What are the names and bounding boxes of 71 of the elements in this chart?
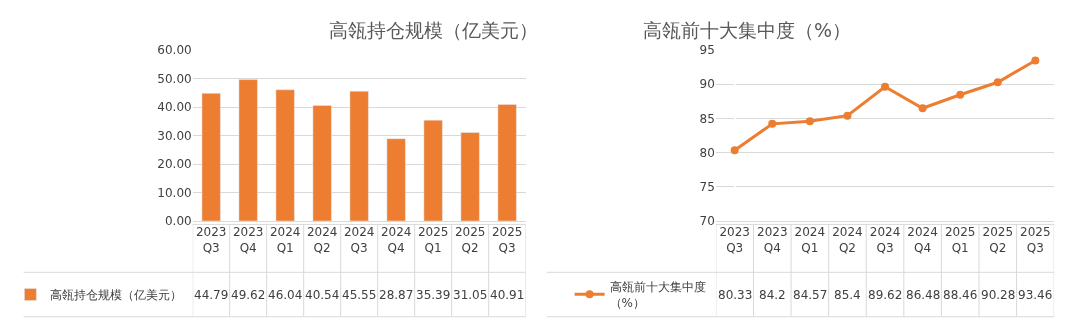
- data-label: 40.91: [490, 288, 525, 302]
- x-tick-label: 2025 Q3: [1020, 225, 1051, 255]
- point: [730, 146, 739, 155]
- x-tick-label: 2024 Q2: [832, 225, 863, 255]
- point: [805, 117, 814, 126]
- data-label: 49.62: [231, 288, 266, 302]
- chart-title: 高瓴持仓规模（亿美元）: [329, 19, 538, 41]
- bar: [238, 79, 258, 221]
- data-label: 84.57: [793, 288, 828, 302]
- y-tick-label: 0.00: [164, 214, 192, 229]
- x-tick-label: 2023 Q4: [757, 225, 788, 255]
- bar: [386, 138, 406, 221]
- data-label: 44.79: [194, 288, 229, 302]
- bar: [275, 89, 295, 221]
- data-label: 40.54: [305, 288, 340, 302]
- y-tick-label: 80: [699, 145, 715, 160]
- data-label: 85.4: [834, 288, 861, 302]
- legend-label: 高瓴前十大集中度（%）: [609, 280, 706, 310]
- data-label: 89.62: [868, 288, 903, 302]
- y-tick-label: 50.00: [157, 71, 192, 86]
- data-label: 84.2: [759, 288, 786, 302]
- y-tick-label: 40.00: [157, 100, 192, 115]
- bar: [349, 90, 369, 221]
- data-label: 80.33: [718, 288, 753, 302]
- x-tick-label: 2023 Q3: [195, 225, 227, 255]
- point: [956, 90, 965, 99]
- bar: [460, 132, 480, 221]
- x-tick-label: 2023 Q4: [232, 225, 264, 255]
- x-tick-label: 2025 Q3: [491, 225, 523, 255]
- x-tick-label: 2025 Q2: [454, 225, 486, 255]
- x-tick-label: 2025 Q2: [982, 225, 1014, 255]
- data-label: 93.46: [1018, 288, 1053, 302]
- data-label: 28.87: [379, 288, 414, 302]
- data-label: 46.04: [268, 288, 303, 302]
- x-tick-label: 2024 Q3: [869, 225, 901, 255]
- x-tick-label: 2024 Q4: [380, 225, 412, 255]
- y-tick-label: 90: [699, 77, 715, 92]
- point: [1031, 56, 1040, 65]
- data-label: 88.46: [943, 288, 978, 302]
- x-tick-label: 2024 Q1: [794, 225, 826, 255]
- y-tick-label: 20.00: [157, 157, 192, 172]
- y-tick-label: 30.00: [157, 128, 192, 143]
- data-label: 90.28: [981, 288, 1016, 302]
- y-tick-label: 10.00: [157, 185, 192, 200]
- chart-title: 高瓴前十大集中度（%）: [643, 19, 852, 41]
- point: [993, 78, 1002, 87]
- y-tick-label: 75: [699, 180, 715, 194]
- bar: [423, 119, 443, 221]
- point: [843, 111, 852, 120]
- y-tick-label: 60.00: [157, 43, 192, 58]
- legend-label: 高瓴持仓规模（亿美元）: [50, 288, 183, 303]
- bar: [497, 104, 517, 221]
- x-tick-label: 2024 Q1: [269, 225, 301, 255]
- data-label: 35.39: [416, 288, 451, 302]
- y-tick-label: 95: [699, 43, 715, 58]
- x-tick-label: 2025 Q1: [417, 225, 449, 255]
- x-tick-label: 2024 Q2: [306, 225, 338, 255]
- y-tick-label: 85: [699, 111, 715, 126]
- y-tick-label: 70: [699, 214, 715, 229]
- data-label: 45.55: [342, 288, 377, 302]
- point: [768, 119, 777, 128]
- x-tick-label: 2023 Q3: [719, 225, 750, 255]
- x-tick-label: 2024 Q3: [343, 225, 375, 255]
- data-label: 31.05: [453, 288, 488, 302]
- data-label: 86.48: [906, 288, 941, 302]
- bar: [201, 93, 221, 221]
- point: [918, 104, 927, 113]
- bar: [312, 105, 332, 221]
- point: [881, 82, 890, 91]
- x-tick-label: 2024 Q4: [907, 225, 938, 255]
- x-tick-label: 2025 Q1: [944, 225, 976, 255]
